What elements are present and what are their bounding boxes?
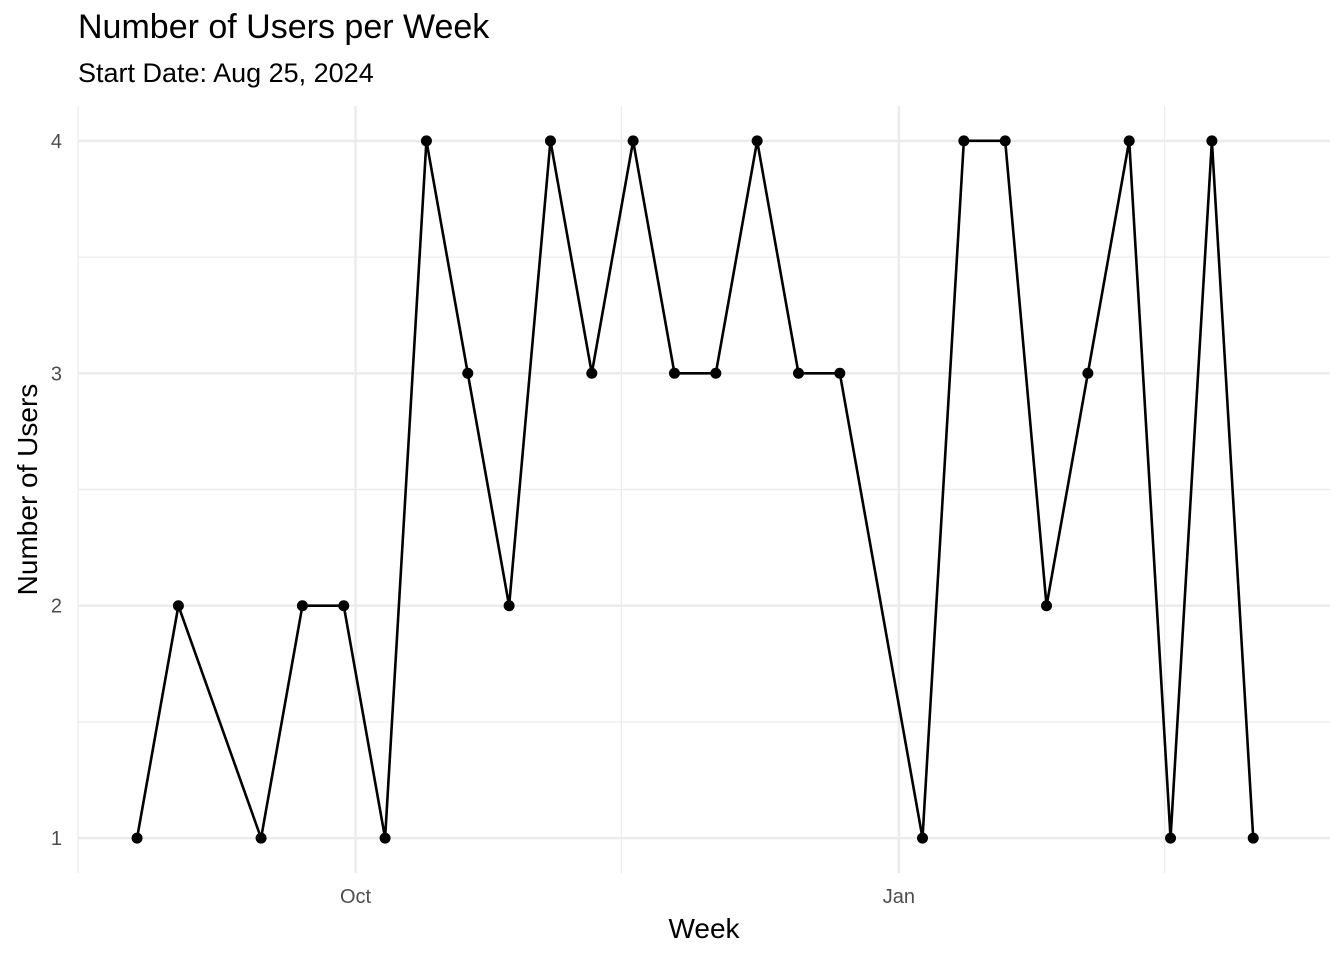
data-point	[792, 367, 804, 379]
data-point	[627, 135, 639, 147]
gridlines	[77, 106, 1330, 873]
data-point	[1123, 135, 1135, 147]
data-point	[710, 367, 722, 379]
y-tick-label: 1	[51, 828, 62, 850]
data-point	[1082, 367, 1094, 379]
data-point	[1247, 832, 1259, 844]
data-point	[1165, 832, 1177, 844]
data-point	[131, 832, 143, 844]
data-point	[338, 600, 350, 612]
y-tick-label: 2	[51, 596, 62, 618]
data-point	[172, 600, 184, 612]
data-point	[462, 367, 474, 379]
x-axis-ticks: Oct Jan	[340, 886, 915, 908]
data-point	[917, 832, 929, 844]
data-point	[999, 135, 1011, 147]
data-point	[255, 832, 267, 844]
x-tick-label: Oct	[340, 886, 372, 908]
data-point	[668, 367, 680, 379]
y-axis-ticks: 1 2 3 4	[51, 131, 62, 850]
series-line-group	[135, 139, 1255, 840]
chart-subtitle: Start Date: Aug 25, 2024	[78, 58, 374, 88]
x-axis-title: Week	[668, 913, 740, 944]
data-point	[1041, 600, 1053, 612]
y-tick-label: 3	[51, 363, 62, 385]
data-point	[958, 135, 970, 147]
data-points	[131, 135, 1259, 844]
y-tick-label: 4	[51, 131, 62, 153]
data-point	[586, 367, 598, 379]
data-point	[751, 135, 763, 147]
data-point	[544, 135, 556, 147]
chart-title: Number of Users per Week	[78, 8, 490, 46]
data-point	[296, 600, 308, 612]
data-point	[834, 367, 846, 379]
series-line	[135, 139, 1255, 840]
data-point	[1206, 135, 1218, 147]
x-tick-label: Jan	[883, 886, 915, 908]
data-point	[379, 832, 391, 844]
y-axis-title: Number of Users	[12, 384, 43, 596]
data-point	[503, 600, 515, 612]
data-point	[420, 135, 432, 147]
